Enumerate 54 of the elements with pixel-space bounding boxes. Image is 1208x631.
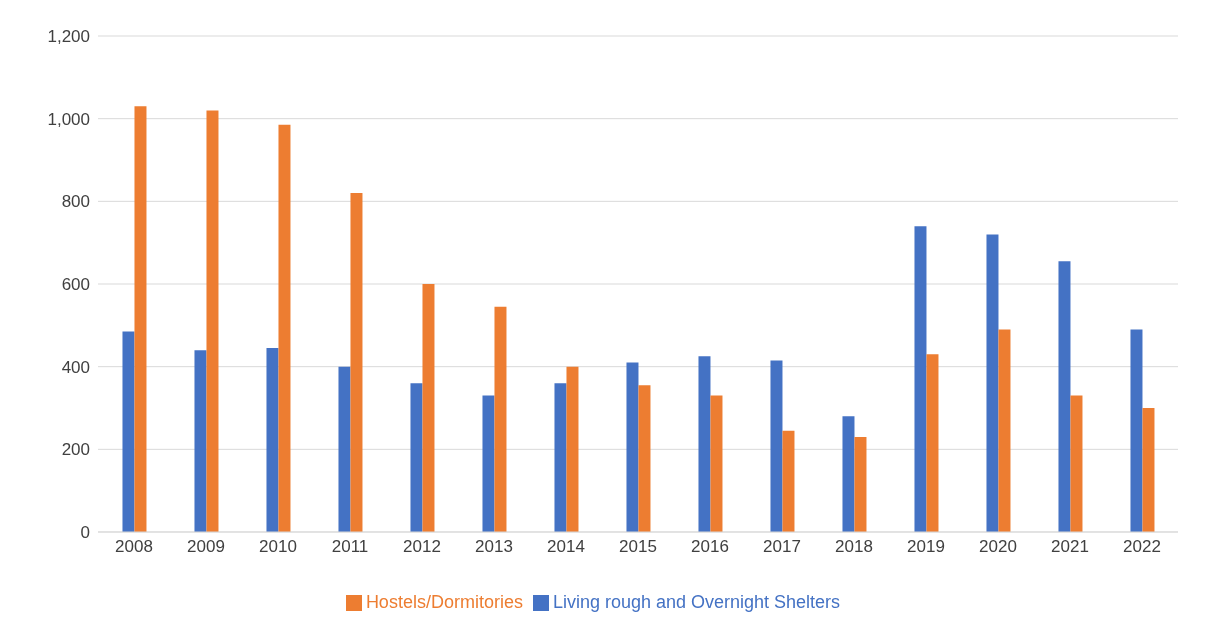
bar — [842, 416, 855, 532]
bar — [710, 395, 723, 532]
y-tick-label: 200 — [61, 440, 90, 460]
x-tick-label: 2022 — [1123, 537, 1161, 557]
x-tick-label: 2009 — [187, 537, 225, 557]
y-tick-label: 400 — [61, 357, 90, 377]
x-tick-label: 2015 — [619, 537, 657, 557]
bar — [638, 385, 651, 532]
bar — [482, 395, 495, 532]
x-tick-label: 2008 — [115, 537, 153, 557]
bar — [986, 234, 999, 532]
bar — [998, 329, 1011, 532]
bar — [494, 306, 507, 532]
bar — [770, 360, 783, 532]
x-tick-label: 2011 — [331, 537, 369, 557]
bar — [206, 110, 219, 532]
x-tick-label: 2021 — [1051, 537, 1089, 557]
y-tick-label: 600 — [61, 275, 90, 295]
x-tick-label: 2010 — [259, 537, 297, 557]
bar — [134, 106, 147, 532]
legend-label: Hostels/Dormitories — [365, 592, 523, 612]
bar — [914, 226, 927, 532]
x-tick-label: 2017 — [763, 537, 801, 557]
y-tick-label: 0 — [80, 523, 90, 543]
x-tick-label: 2014 — [547, 537, 585, 557]
bar — [1070, 395, 1083, 532]
x-tick-label: 2019 — [907, 537, 945, 557]
bar — [194, 350, 207, 532]
bar — [338, 366, 351, 532]
y-tick-label: 1,200 — [47, 27, 90, 47]
bar — [698, 356, 711, 532]
x-tick-label: 2012 — [403, 537, 441, 557]
legend-label: Living rough and Overnight Shelters — [552, 592, 841, 612]
x-tick-label: 2013 — [475, 537, 513, 557]
bar — [410, 383, 423, 532]
x-tick-label: 2020 — [979, 537, 1017, 557]
bar — [782, 430, 795, 532]
bar — [854, 436, 867, 532]
bar — [1142, 408, 1155, 532]
bar — [566, 366, 579, 532]
bar — [350, 193, 363, 532]
bar — [554, 383, 567, 532]
bar — [1130, 329, 1143, 532]
y-tick-label: 1,000 — [47, 109, 90, 129]
y-tick-label: 800 — [61, 192, 90, 212]
bar — [926, 354, 939, 532]
bar — [422, 284, 435, 532]
bar — [266, 348, 279, 532]
bar — [1058, 261, 1071, 532]
x-tick-label: 2016 — [691, 537, 729, 557]
bar — [122, 331, 135, 532]
bar — [626, 362, 639, 532]
bar — [278, 124, 291, 532]
x-tick-label: 2018 — [835, 537, 873, 557]
